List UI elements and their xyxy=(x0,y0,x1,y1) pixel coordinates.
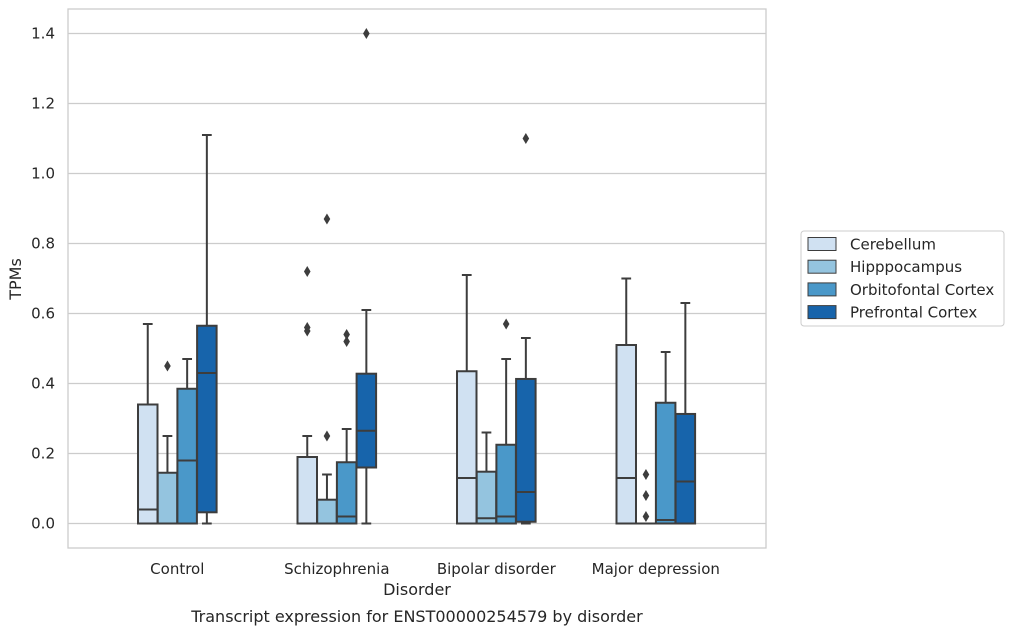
box-body xyxy=(456,370,478,525)
outlier-point xyxy=(502,318,510,330)
box-body xyxy=(654,401,677,525)
outlier-point xyxy=(323,430,331,442)
box-body xyxy=(296,456,318,525)
box-3-2 xyxy=(515,133,537,525)
box-0-3 xyxy=(615,277,637,525)
box-body xyxy=(196,324,218,514)
outlier-point xyxy=(522,133,530,144)
outlier-point xyxy=(642,511,650,522)
box-3-1 xyxy=(355,28,378,525)
box-body xyxy=(674,412,697,525)
box-body xyxy=(495,443,517,525)
y-tick-label: 0.8 xyxy=(31,235,55,253)
x-tick-label: Major depression xyxy=(592,560,720,578)
outlier-point xyxy=(343,336,350,347)
chart-caption: Transcript expression for ENST0000025457… xyxy=(190,607,643,626)
box-body xyxy=(355,372,378,469)
outlier-point xyxy=(323,213,331,225)
plot-frame xyxy=(67,8,767,549)
outlier-point xyxy=(303,266,311,277)
legend-frame xyxy=(800,230,1005,327)
legend-label: Hipppocampus xyxy=(850,258,962,276)
box-body xyxy=(137,403,159,525)
box-body xyxy=(176,387,198,525)
box-body xyxy=(475,470,498,525)
box-2-3 xyxy=(654,351,677,525)
y-tick-labels: 0.0 0.2 0.4 0.6 0.8 1.0 1.2 1.4 xyxy=(31,25,55,533)
y-tick-label: 1.4 xyxy=(31,25,55,43)
legend-swatch xyxy=(807,305,837,320)
y-tick-label: 1.0 xyxy=(31,165,55,183)
y-tick-label: 0.0 xyxy=(31,515,55,533)
x-tick-label: Schizophrenia xyxy=(284,560,389,578)
x-tick-label: Control xyxy=(150,560,204,578)
legend-label: Orbitofontal Cortex xyxy=(850,281,994,299)
x-axis-label: Disorder xyxy=(383,580,451,599)
legend: Cerebellum Hipppocampus Orbitofontal Corte… xyxy=(800,230,1005,327)
outlier-point xyxy=(164,360,171,372)
y-tick-label: 0.6 xyxy=(31,305,55,323)
box-1-3 xyxy=(636,469,656,525)
box-0-0 xyxy=(137,323,159,525)
box-layer xyxy=(137,28,697,525)
box-2-1 xyxy=(335,329,358,525)
outlier-point xyxy=(642,490,650,501)
outlier-point xyxy=(343,329,350,340)
legend-swatch xyxy=(807,282,837,297)
outlier-point xyxy=(642,469,650,480)
box-3-3 xyxy=(674,302,697,525)
legend-items: Cerebellum Hipppocampus Orbitofontal Corte… xyxy=(807,236,994,322)
box-body xyxy=(615,344,637,525)
y-tick-label: 1.2 xyxy=(31,95,55,113)
box-1-1 xyxy=(316,213,338,525)
box-1-2 xyxy=(475,431,498,525)
box-0-2 xyxy=(456,274,478,525)
x-tick-labels: Control Schizophrenia Bipolar disorder Majo… xyxy=(150,560,720,578)
box-body xyxy=(156,471,179,525)
legend-swatch xyxy=(807,259,837,274)
box-3-0 xyxy=(196,134,218,525)
y-tick-label: 0.2 xyxy=(31,445,55,463)
outlier-point xyxy=(303,322,311,333)
y-tick-label: 0.4 xyxy=(31,375,55,393)
legend-swatch xyxy=(807,237,837,251)
box-body xyxy=(316,498,338,525)
y-axis-label: TPMs xyxy=(6,258,25,301)
x-tick-label: Bipolar disorder xyxy=(437,560,557,578)
box-body xyxy=(335,461,358,525)
box-2-2 xyxy=(495,318,517,525)
box-0-1 xyxy=(296,266,318,525)
legend-label: Cerebellum xyxy=(850,236,936,254)
box-body xyxy=(515,377,537,523)
legend-label: Prefrontal Cortex xyxy=(850,304,977,322)
box-1-0 xyxy=(156,360,179,525)
outlier-point xyxy=(363,28,370,39)
